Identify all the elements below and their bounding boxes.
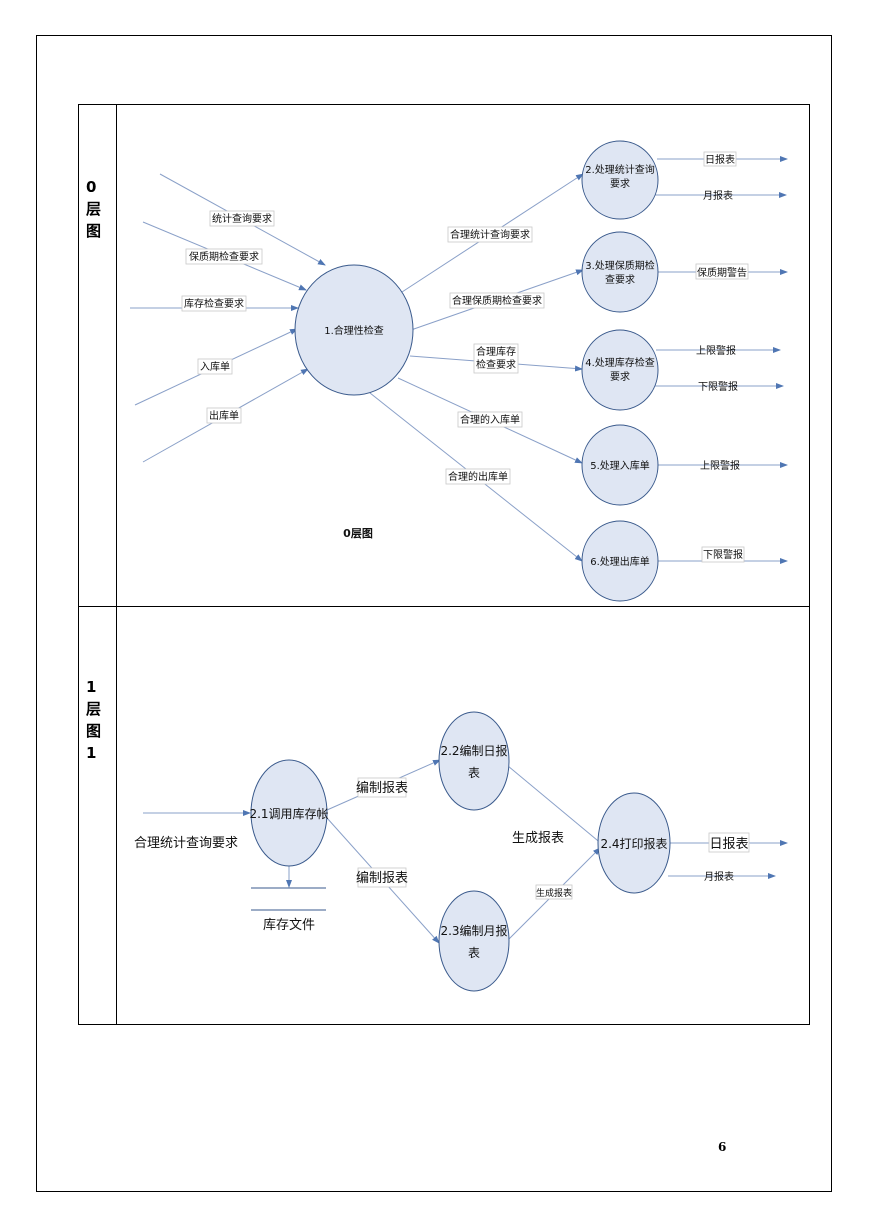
output-label: 上限警报: [700, 459, 740, 472]
page-frame: [36, 35, 832, 1192]
level1-side-label: 1 层 图 1: [86, 676, 106, 764]
side-char: 图: [86, 722, 102, 740]
flow-label: 生成报表: [512, 831, 564, 846]
level0-caption: 0层图: [343, 527, 373, 540]
label-box: [206, 407, 242, 424]
output-label: 下限警报: [703, 548, 743, 561]
label-box: [197, 358, 233, 375]
center-process-label: 1.合理性检查: [324, 324, 384, 337]
output-label: 下限警报: [698, 380, 738, 393]
input-label: 保质期检查要求: [189, 250, 259, 263]
output-label: 保质期警告: [697, 266, 747, 279]
flow-label: 生成报表: [536, 887, 572, 899]
flow-label: 编制报表: [356, 871, 408, 886]
label-box: [535, 884, 573, 900]
label-box: [695, 263, 749, 280]
label-box: [447, 226, 533, 243]
input-label: 库存检查要求: [184, 297, 244, 310]
process-label: 2.2编制日报: [440, 743, 507, 758]
label-box: [445, 468, 511, 485]
input-label: 入库单: [200, 360, 230, 373]
output-label: 日报表: [705, 153, 735, 166]
label-box: [701, 546, 745, 563]
data-store-label: 库存文件: [263, 917, 315, 933]
label-box: [357, 867, 407, 888]
input-label: 合理统计查询要求: [134, 836, 238, 851]
label-box: [181, 295, 247, 312]
flow-label: 合理库存: [476, 345, 516, 358]
process-6: [581, 520, 659, 602]
side-char: 1: [86, 678, 97, 696]
input-label: 出库单: [209, 409, 239, 422]
level0-side-label: 0 层 图: [86, 176, 106, 242]
output-label: 月报表: [704, 870, 734, 883]
label-box: [185, 248, 263, 265]
flow-label: 检查要求: [476, 358, 516, 371]
label-box: [703, 151, 737, 167]
flow-label: 编制报表: [356, 781, 408, 796]
process-center: [294, 264, 414, 396]
process-label: 查要求: [605, 273, 635, 286]
process-4: [581, 329, 659, 411]
process-label: 2.处理统计查询: [585, 163, 655, 176]
page-number: 6: [718, 1140, 727, 1154]
process-label: 要求: [610, 371, 630, 383]
side-char: 1: [86, 744, 97, 762]
label-box: [457, 411, 523, 428]
process-2-4: [597, 792, 671, 894]
side-char: 0: [86, 178, 97, 196]
process-label: 4.处理库存检查: [585, 356, 655, 369]
level1-cell: [78, 606, 810, 1025]
process-label: 2.3编制月报: [440, 923, 507, 938]
flow-label: 合理统计查询要求: [450, 228, 530, 241]
label-box: [357, 777, 407, 798]
output-label: 日报表: [709, 837, 748, 852]
process-2: [581, 140, 659, 220]
process-label: 要求: [610, 178, 630, 190]
process-label: 2.1调用库存帐: [249, 806, 328, 821]
flow-line: [507, 765, 604, 846]
process-2-2: [438, 711, 510, 811]
side-char: 层: [86, 700, 102, 718]
process-2-1: [250, 759, 328, 867]
flow-label: 合理的入库单: [460, 413, 520, 426]
output-label: 上限警报: [696, 344, 736, 357]
label-box: [449, 292, 545, 309]
process-3: [581, 231, 659, 313]
label-box: [473, 343, 519, 374]
output-label: 月报表: [703, 189, 733, 202]
flow-label: 合理的出库单: [448, 470, 508, 483]
process-label: 3.处理保质期检: [585, 259, 655, 272]
process-5: [581, 424, 659, 506]
side-char: 层: [86, 200, 102, 218]
side-char: 图: [86, 222, 102, 240]
process-label: 6.处理出库单: [590, 555, 650, 568]
input-label: 统计查询要求: [212, 212, 272, 225]
flow-label: 合理保质期检查要求: [452, 294, 542, 307]
process-label: 5.处理入库单: [590, 459, 650, 472]
process-2-3: [438, 890, 510, 992]
process-label: 表: [468, 946, 480, 960]
label-box: [209, 210, 275, 227]
label-box: [708, 832, 750, 853]
process-label: 2.4打印报表: [600, 836, 667, 851]
process-label: 表: [468, 766, 480, 780]
column-divider: [116, 104, 117, 1025]
